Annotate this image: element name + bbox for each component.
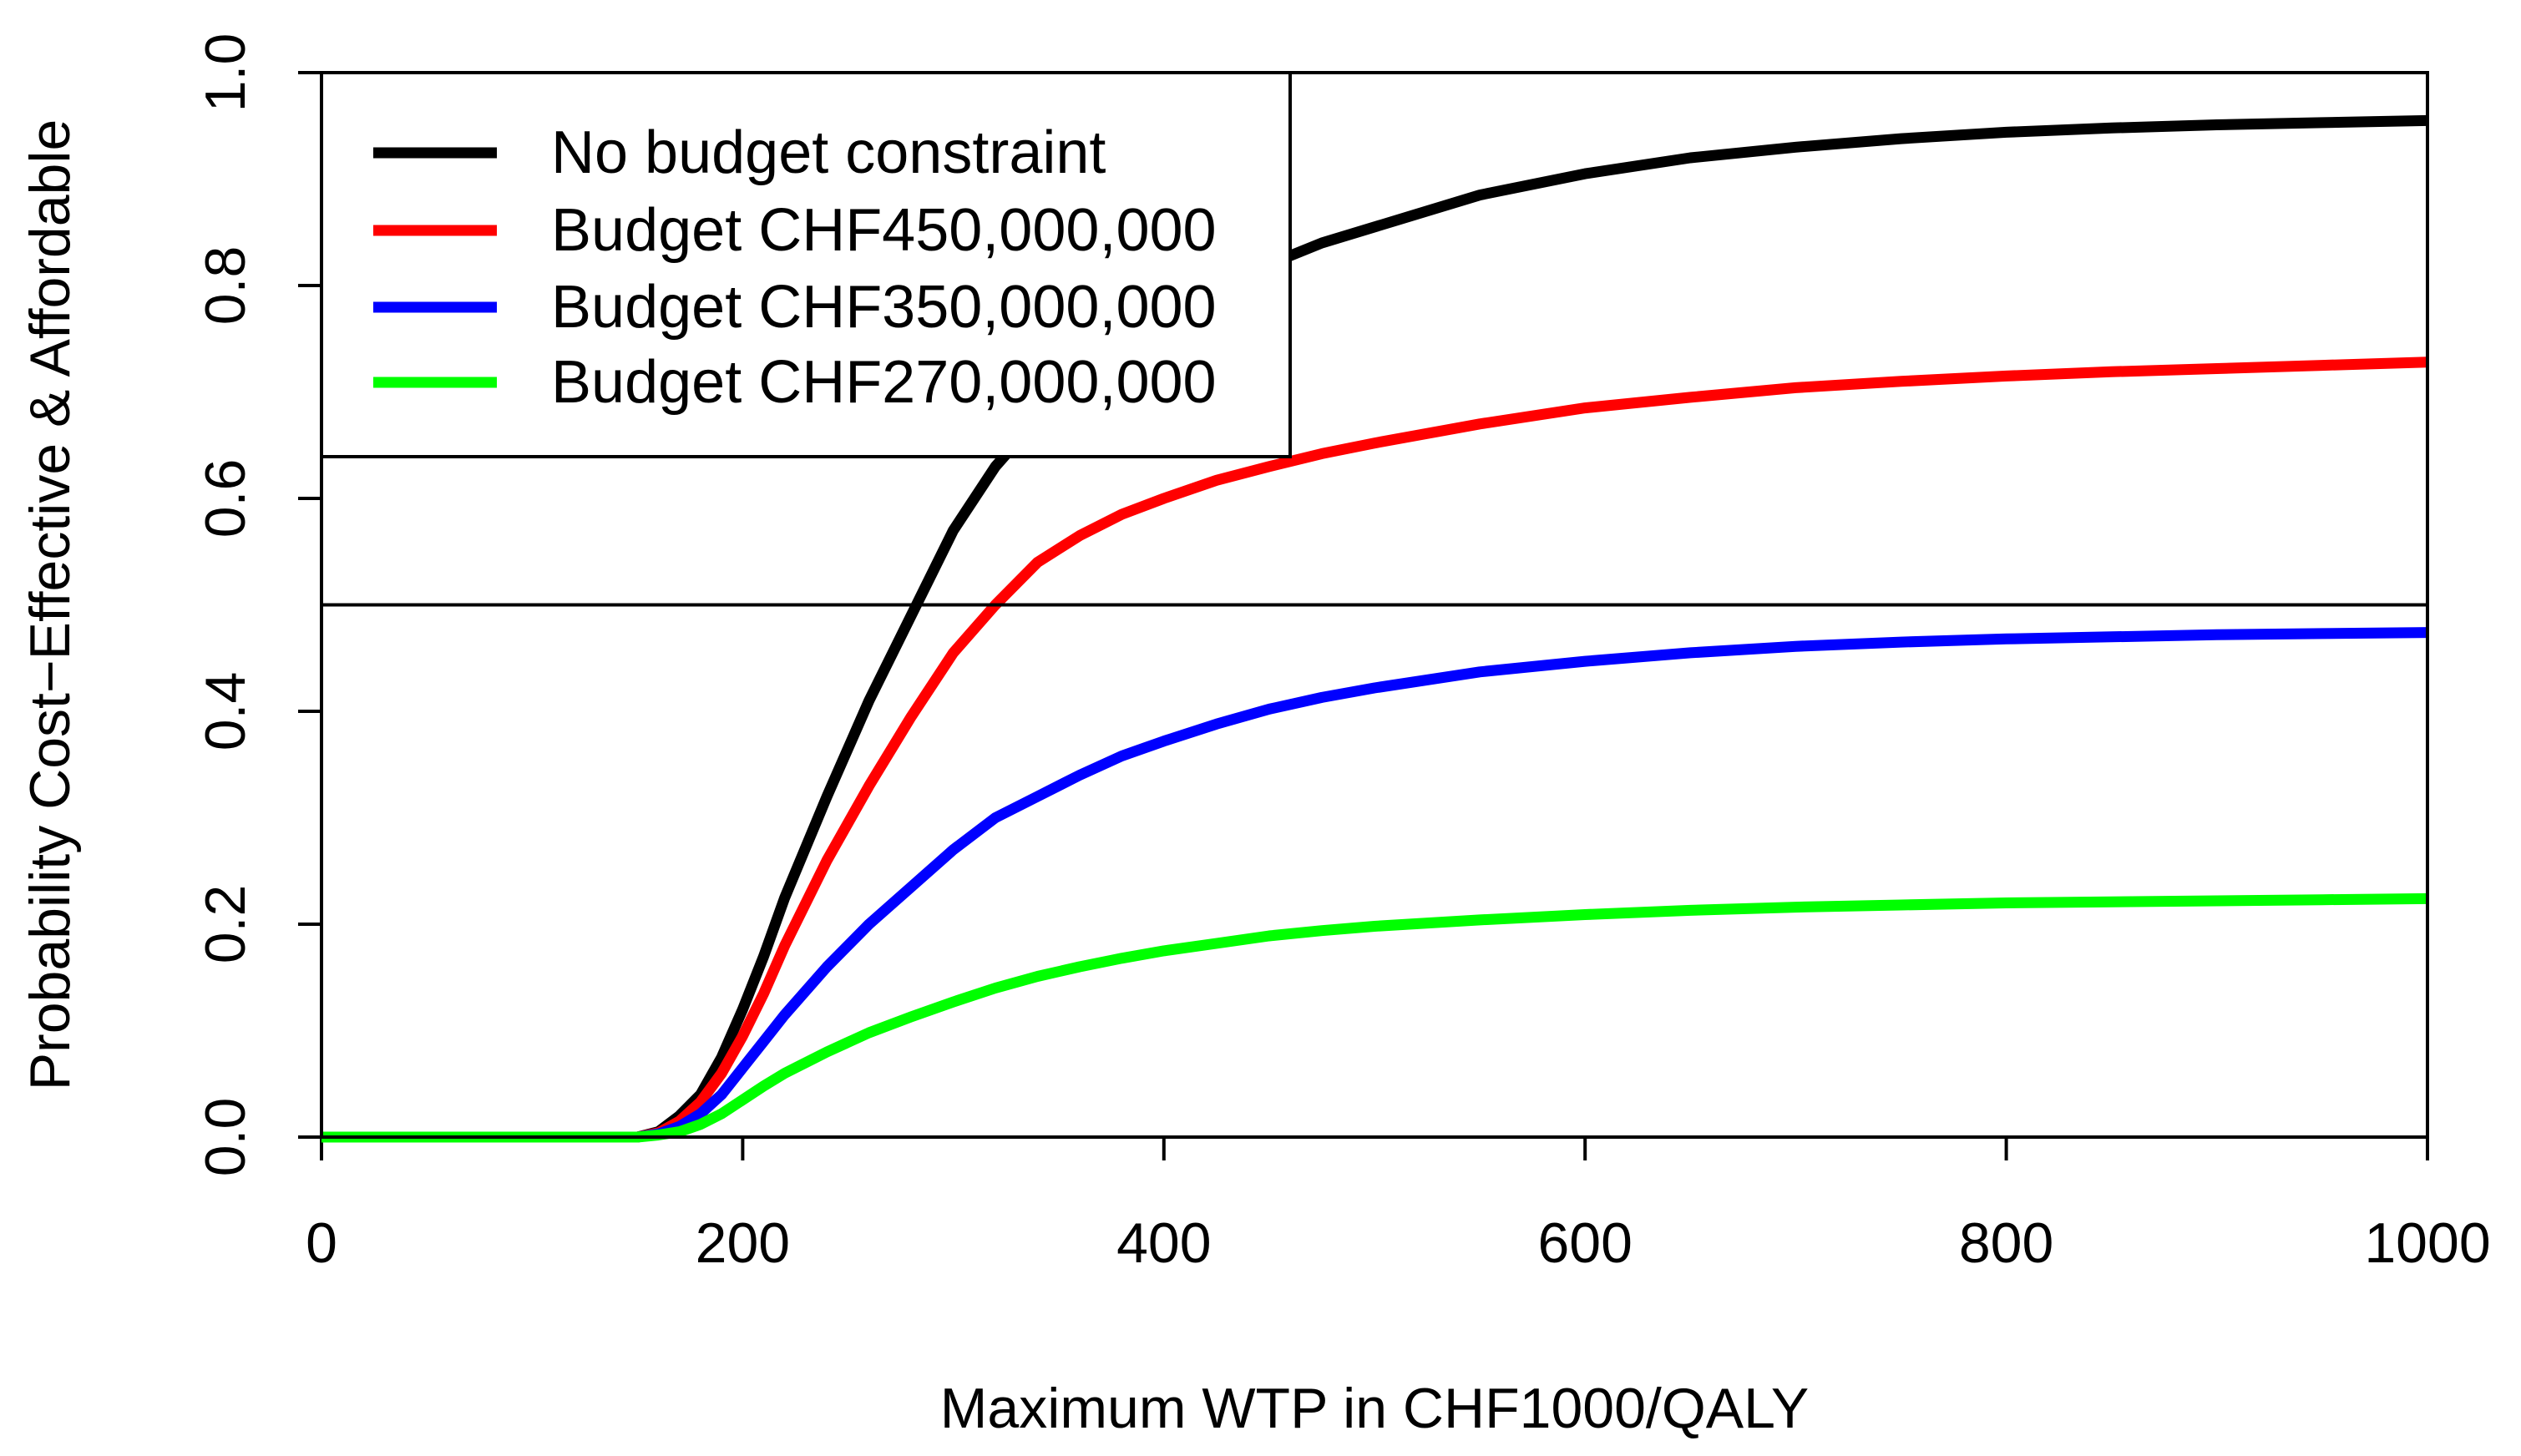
legend-label-2: Budget CHF450,000,000 [551, 197, 1217, 264]
series-line-2 [321, 356, 2428, 1143]
x-tick-label: 400 [1116, 1211, 1211, 1275]
legend-label-1: No budget constraint [551, 119, 1106, 186]
legend-label-4: Budget CHF270,000,000 [551, 349, 1217, 416]
legend: No budget constraint Budget CHF450,000,00… [320, 71, 1292, 458]
y-tick-label: 0.2 [194, 885, 257, 964]
plot-frame [320, 71, 2429, 1139]
legend-box [320, 71, 1292, 458]
x-tick-label: 200 [696, 1211, 790, 1275]
y-axis: 0.0 0.2 0.4 0.6 0.8 1.0 [194, 33, 321, 1177]
x-tick-label: 0 [306, 1211, 337, 1275]
series-line-3 [321, 627, 2428, 1143]
legend-label-3: Budget CHF350,000,000 [551, 274, 1217, 341]
y-tick-label: 1.0 [194, 33, 257, 113]
y-tick-label: 0.4 [194, 672, 257, 751]
x-axis-title: Maximum WTP in CHF1000/QALY [940, 1377, 1809, 1440]
y-tick-label: 0.8 [194, 246, 257, 326]
y-tick-label: 0.6 [194, 459, 257, 538]
x-axis: 0 200 400 600 800 1000 [306, 1137, 2491, 1275]
y-tick-label: 0.0 [194, 1098, 257, 1177]
x-tick-label: 800 [1959, 1211, 2053, 1275]
y-axis-title: Probability Cost−Effective & Affordable [18, 119, 82, 1091]
series-line-4 [321, 892, 2428, 1143]
x-tick-label: 1000 [2364, 1211, 2490, 1275]
x-tick-label: 600 [1537, 1211, 1632, 1275]
